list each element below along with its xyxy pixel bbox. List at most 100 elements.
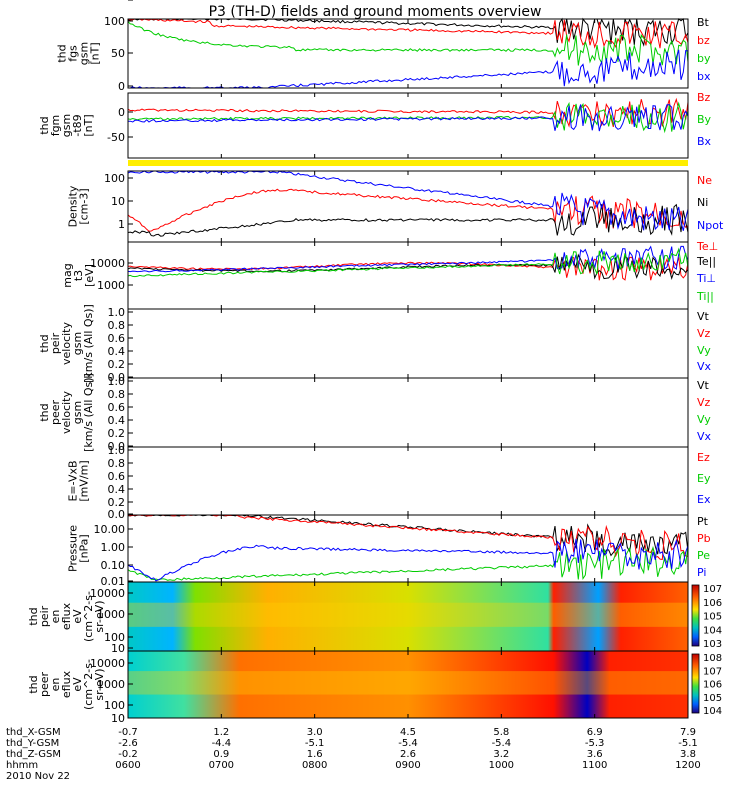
ephemeris-value: 0700 [209, 760, 234, 771]
y-tick-label: 10 [111, 195, 125, 208]
colorbar [691, 653, 700, 714]
date-label: 2010 Nov 22 [6, 771, 70, 782]
panel-peir_spec [127, 581, 689, 652]
y-axis-label: [km/s (All Qs)] [82, 304, 95, 383]
legend-ey: Ey [697, 472, 711, 485]
y-tick-label: 10000 [90, 657, 125, 670]
y-axis-label: [nT] [89, 42, 102, 64]
ephemeris-value: 1200 [675, 760, 700, 771]
y-axis-label: thd [38, 116, 51, 134]
y-axis-label: [nT] [82, 114, 95, 136]
y-tick-label: 100 [104, 0, 125, 3]
y-tick-label: 0.01 [101, 575, 126, 588]
y-tick-label: 0.8 [108, 388, 126, 401]
y-tick-label: 10 [111, 642, 125, 655]
colorbar-tick-label: 104 [703, 706, 722, 717]
legend-ti: Ti⊥ [696, 272, 716, 285]
y-tick-label: -50 [107, 131, 125, 144]
y-tick-label: 0.6 [108, 332, 126, 345]
panel-fgm [127, 0, 689, 159]
y-tick-label: 0.8 [108, 319, 126, 332]
y-tick-label: 1000 [97, 608, 125, 621]
y-tick-label: 10000 [90, 587, 125, 600]
panel-efield [127, 446, 689, 516]
series-line-pi [127, 538, 689, 582]
legend-pt: Pt [697, 515, 709, 528]
spectrogram-image [128, 582, 688, 651]
panel-peer_spec [127, 650, 689, 719]
ephemeris-value: -2.6 [118, 738, 138, 749]
legend-vx: Vx [697, 360, 712, 373]
legend-bx: Bx [697, 135, 712, 148]
legend-pb: Pb [697, 532, 711, 545]
y-axis-label: peer [49, 400, 62, 426]
panel-frame [127, 170, 689, 243]
y-axis-label: velocity [60, 322, 73, 365]
colorbar-tick-label: 105 [703, 612, 722, 623]
ephemeris-value: 2.6 [400, 749, 416, 760]
legend-bt: Bt [697, 16, 710, 29]
y-tick-label: 0.4 [108, 483, 126, 496]
colorbar-tick-label: 107 [703, 584, 722, 595]
ephemeris-value: -5.4 [398, 738, 418, 749]
y-axis-label: thd [27, 675, 40, 693]
ephemeris-value: 3.8 [680, 749, 696, 760]
y-tick-label: 0.8 [108, 457, 126, 470]
legend-vt: Vt [697, 310, 710, 323]
y-axis-label: E=-VxB [67, 460, 80, 501]
y-axis-label: mag [61, 263, 74, 287]
series-line-te [127, 256, 689, 281]
legend-te: Te⊥ [696, 240, 718, 253]
ephemeris-value: 0600 [115, 760, 140, 771]
y-axis-label: velocity [60, 391, 73, 434]
legend-vx: Vx [697, 430, 712, 443]
y-axis-label: t3 [72, 270, 85, 281]
legend-pe: Pe [697, 549, 710, 562]
y-tick-label: -100 [100, 0, 125, 3]
y-tick-label: 0.2 [108, 358, 126, 371]
panel-frame [127, 377, 689, 448]
y-tick-label: -150 [100, 0, 125, 3]
flag-bar [128, 160, 688, 166]
y-tick-label: 0.4 [108, 345, 126, 358]
ephemeris-label: thd_Z-GSM [6, 749, 61, 760]
y-axis-label: Density [67, 185, 80, 227]
y-tick-label: 1000 [97, 279, 125, 292]
legend-ni: Ni [697, 196, 708, 209]
y-tick-label: 0.6 [108, 401, 126, 414]
series-line-ne [127, 188, 689, 232]
y-axis-label: fgs [67, 45, 80, 62]
y-axis-label: [mV/m] [78, 460, 91, 501]
y-axis-label: [eV] [83, 264, 96, 287]
y-tick-label: 1.0 [108, 306, 126, 319]
y-axis-label: [cm-3] [78, 188, 91, 224]
y-tick-label: 1.00 [101, 541, 126, 554]
y-axis-label: en [49, 610, 62, 624]
legend-vz: Vz [697, 327, 711, 340]
ephemeris-label: thd_Y-GSM [6, 738, 59, 749]
ephemeris-value: -5.1 [305, 738, 325, 749]
y-tick-label: 0.2 [108, 496, 126, 509]
colorbar-tick-label: 107 [703, 666, 722, 677]
legend-ez: Ez [697, 451, 710, 464]
y-tick-label: 1000 [97, 678, 125, 691]
panel-frame [127, 308, 689, 379]
y-tick-label: 100 [104, 15, 125, 28]
y-axis-label: [km/s (All Qs)] [82, 373, 95, 452]
colorbar [691, 584, 700, 647]
y-axis-label: (cm^2-s- [82, 659, 95, 710]
y-axis-label: gsm [60, 114, 73, 137]
colorbar-tick-label: 104 [703, 625, 722, 636]
y-tick-label: 0 [118, 80, 125, 93]
legend-ti: Ti|| [696, 290, 714, 303]
ephemeris-value: 3.2 [493, 749, 509, 760]
y-tick-label: 0.6 [108, 470, 126, 483]
ephemeris-value: -0.7 [118, 727, 138, 738]
y-tick-label: 100 [104, 699, 125, 712]
y-axis-label: eV [71, 609, 84, 624]
ephemeris-value: -5.1 [678, 738, 698, 749]
legend-ne: Ne [697, 174, 712, 187]
y-axis-label: gsm [71, 401, 84, 424]
series-line-bx [127, 104, 689, 132]
y-axis-label: Pressure [67, 525, 80, 572]
